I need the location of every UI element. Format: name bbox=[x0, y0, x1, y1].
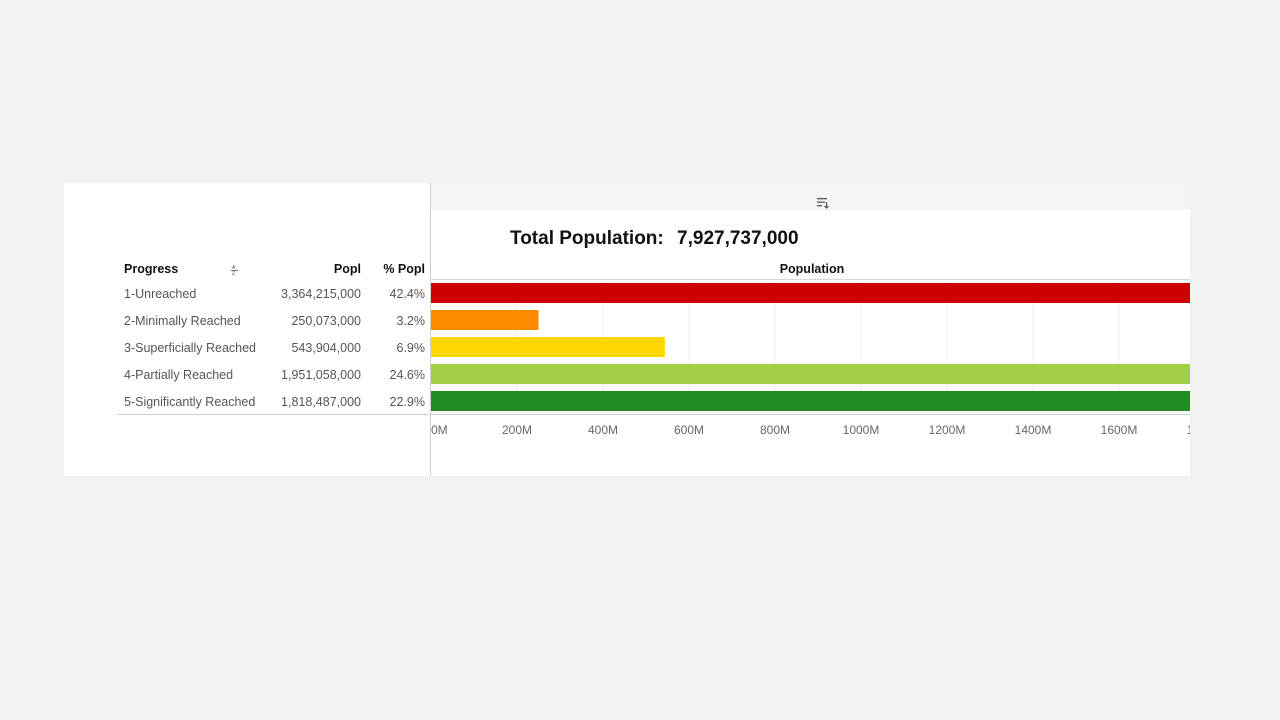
header-popl[interactable]: Popl bbox=[333, 262, 361, 276]
bar-5[interactable] bbox=[431, 391, 1190, 411]
row-label[interactable]: 1-Unreached bbox=[124, 287, 197, 301]
toolbar-strip bbox=[430, 183, 1190, 210]
bar-4[interactable] bbox=[431, 364, 1190, 384]
x-tick-label: 600M bbox=[674, 423, 704, 437]
title-value: 7,927,737,000 bbox=[677, 228, 799, 249]
header-pct-popl[interactable]: % Popl bbox=[383, 262, 425, 276]
bar-chart: 0M 200M 400M 600M 800M 1000M 1200M 1400M 1600M 18… bbox=[431, 280, 1190, 437]
row-pct: 6.9% bbox=[396, 341, 426, 355]
header-progress[interactable]: Progress bbox=[124, 262, 179, 276]
row-pct: 42.4% bbox=[389, 287, 425, 301]
row-label[interactable]: 4-Partially Reached bbox=[124, 368, 234, 382]
row-pct: 24.6% bbox=[389, 368, 425, 382]
row-label[interactable]: 2-Minimally Reached bbox=[124, 314, 241, 328]
row-popl: 3,364,215,000 bbox=[281, 287, 361, 301]
x-tick-label: 1600M bbox=[1101, 423, 1138, 437]
title-label: Total Population: bbox=[510, 228, 664, 249]
axis-header-population: Population bbox=[779, 262, 845, 276]
table-bottom-border bbox=[118, 414, 430, 415]
x-tick-label: 1000M bbox=[843, 423, 880, 437]
x-tick-label: 1400M bbox=[1015, 423, 1052, 437]
x-tick-label: 200M bbox=[502, 423, 532, 437]
svg-text:A: A bbox=[232, 265, 236, 271]
row-popl: 1,951,058,000 bbox=[281, 368, 361, 382]
bar-2[interactable] bbox=[431, 310, 539, 330]
row-popl: 250,073,000 bbox=[291, 314, 361, 328]
row-label[interactable]: 5-Significantly Reached bbox=[124, 395, 256, 409]
row-popl: 543,904,000 bbox=[291, 341, 361, 355]
header-divider bbox=[430, 279, 1190, 280]
sort-descending-icon[interactable] bbox=[816, 196, 830, 214]
row-label[interactable]: 3-Superficially Reached bbox=[124, 341, 257, 355]
bar-1[interactable] bbox=[431, 283, 1190, 303]
x-tick-label: 400M bbox=[588, 423, 618, 437]
bar-3[interactable] bbox=[431, 337, 665, 357]
x-tick-label: 1200M bbox=[929, 423, 966, 437]
svg-text:Z: Z bbox=[232, 271, 235, 276]
x-tick-label: 1800M bbox=[1187, 423, 1190, 437]
row-pct: 3.2% bbox=[396, 314, 426, 328]
x-tick-label: 800M bbox=[760, 423, 790, 437]
x-tick-label: 0M bbox=[431, 423, 448, 437]
row-popl: 1,818,487,000 bbox=[281, 395, 361, 409]
sort-alpha-icon[interactable]: A Z bbox=[231, 263, 239, 281]
row-pct: 22.9% bbox=[389, 395, 425, 409]
dashboard-viz: Total Population: 7,927,737,000 Progress… bbox=[64, 183, 1190, 476]
pane-divider bbox=[430, 183, 431, 476]
